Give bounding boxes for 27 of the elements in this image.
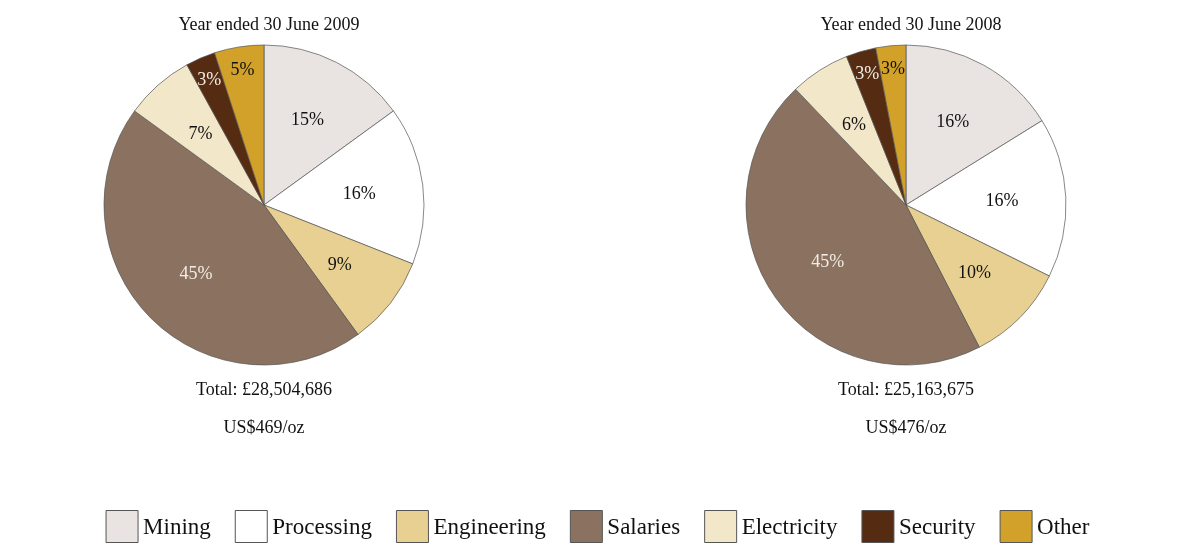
- slice-label: Year ended 30 June 2009: [178, 14, 360, 34]
- data-label: 6%: [842, 114, 867, 135]
- data-label: 45%: [811, 250, 845, 271]
- text: Total: £25,163,675: [837, 379, 975, 399]
- text: US$476/oz: [865, 417, 947, 437]
- data-label: 16%: [936, 111, 970, 132]
- data-label: 7%: [188, 122, 213, 143]
- data-label: 16%: [342, 182, 376, 203]
- legend-label: Electricity: [741, 514, 838, 539]
- data-label: 3%: [197, 68, 222, 89]
- data-label: 10%: [957, 262, 991, 283]
- data-label: 3%: [855, 62, 880, 83]
- text: Total: £28,504,686: [195, 379, 333, 399]
- legend-label: Engineering: [433, 514, 547, 539]
- legend-label: Salaries: [607, 514, 681, 539]
- data-label: 9%: [327, 253, 352, 274]
- data-label: 16%: [985, 190, 1019, 211]
- legend-label: Processing: [272, 514, 373, 539]
- text: US$469/oz: [223, 417, 305, 437]
- legend-label: Other: [1037, 514, 1090, 539]
- data-label: 45%: [179, 262, 213, 283]
- slice-label: Year ended 30 June 2008: [820, 14, 1002, 34]
- legend-label: Security: [898, 514, 977, 539]
- data-label: 3%: [880, 58, 905, 79]
- legend-label: Mining: [143, 514, 212, 539]
- data-label: 15%: [291, 109, 325, 130]
- data-label: 5%: [230, 59, 255, 80]
